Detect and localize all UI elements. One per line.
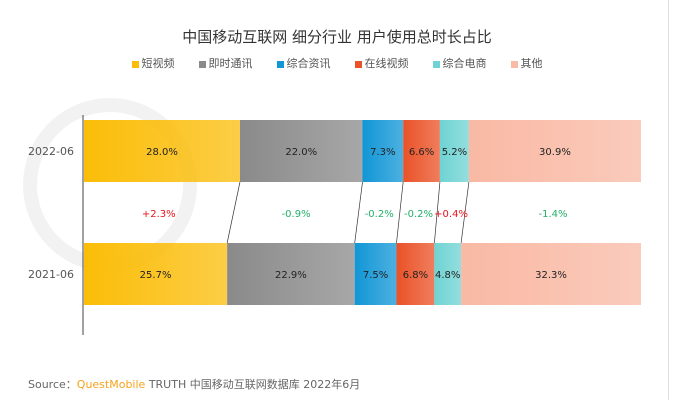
source-label: Source： (28, 378, 77, 391)
legend-label: 综合资讯 (286, 57, 331, 70)
change-label: +2.3% (142, 209, 176, 220)
change-label: -0.2% (365, 209, 394, 220)
data-label: 22.9% (275, 270, 307, 281)
change-label: -0.2% (404, 209, 433, 220)
legend-swatch (198, 60, 206, 68)
legend-label: 其他 (520, 57, 543, 70)
bar-segment (227, 243, 355, 305)
data-label: 25.7% (140, 270, 172, 281)
data-label: 28.0% (146, 147, 178, 158)
legend-item: 其他 (510, 55, 543, 71)
legend-label: 即时通讯 (208, 57, 253, 70)
bar-segment (434, 243, 462, 305)
bar-segment (239, 120, 363, 182)
legend-item: 即时通讯 (198, 55, 253, 71)
connector-line (396, 181, 404, 244)
data-label: 22.0% (285, 147, 317, 158)
source-text: TRUTH 中国移动互联网数据库 2022年6月 (148, 378, 361, 391)
data-label: 4.8% (435, 270, 460, 281)
legend-label: 综合电商 (442, 57, 487, 70)
change-label: -0.9% (282, 209, 311, 220)
data-label: 7.5% (363, 270, 388, 281)
connector-line (460, 181, 470, 244)
data-label: 7.3% (370, 147, 395, 158)
source-brand: QuestMobile (76, 378, 146, 391)
data-label: 6.8% (403, 270, 428, 281)
data-label: 5.2% (442, 147, 467, 158)
connector-line (434, 181, 441, 244)
legend-label: 短视频 (141, 57, 175, 70)
bar-segment (362, 120, 404, 182)
legend-item: 综合资讯 (276, 55, 331, 71)
bar-segment (354, 243, 397, 305)
divider (668, 0, 669, 400)
legend-swatch (432, 60, 440, 68)
data-label: 30.9% (539, 147, 571, 158)
change-label: -1.4% (538, 209, 567, 220)
bar-segment (468, 120, 641, 182)
legend: 短视频 即时通讯 综合资讯 在线视频 综合电商 其他 (0, 55, 674, 71)
connector-line (226, 181, 241, 244)
bar-segment (84, 120, 240, 182)
category-label: 2021-06 (28, 268, 74, 281)
legend-swatch (354, 60, 362, 68)
legend-swatch (510, 60, 518, 68)
legend-item: 在线视频 (354, 55, 409, 71)
data-label: 6.6% (409, 147, 434, 158)
bar-segment (396, 243, 435, 305)
source-note: Source：QuestMobile TRUTH 中国移动互联网数据库 2022… (28, 376, 360, 392)
legend-swatch (131, 60, 139, 68)
bar-segment (439, 120, 469, 182)
chart-title: 中国移动互联网 细分行业 用户使用总时长占比 (182, 28, 492, 46)
bar-segment (403, 120, 440, 182)
bar-segment (461, 243, 641, 305)
legend-item: 综合电商 (432, 55, 487, 71)
data-label: 32.3% (535, 270, 567, 281)
bar-segment (84, 243, 228, 305)
legend-label: 在线视频 (364, 57, 409, 70)
change-label: +0.4% (434, 209, 468, 220)
legend-swatch (276, 60, 284, 68)
category-label: 2022-06 (28, 145, 74, 158)
connector-line (354, 181, 363, 244)
legend-item: 短视频 (131, 55, 175, 71)
